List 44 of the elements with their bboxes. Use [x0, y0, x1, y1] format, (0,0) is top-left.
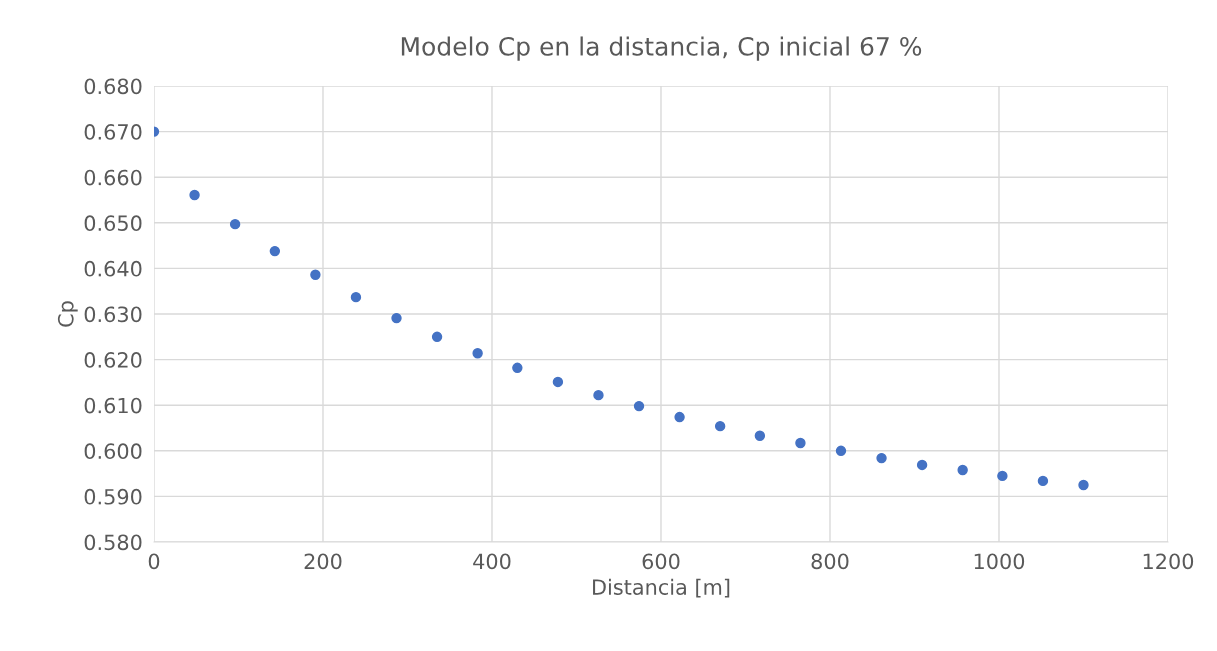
point	[997, 470, 1008, 482]
x-tick-label: 1000	[974, 553, 1025, 570]
y-tick-label: 0.620	[84, 352, 142, 368]
point	[229, 218, 241, 230]
y-tick-label: 0.580	[84, 534, 142, 551]
point	[916, 459, 928, 471]
point	[633, 400, 645, 412]
x-tick-label: 1200	[1143, 553, 1194, 570]
x-tick-label: 0	[148, 553, 160, 570]
y-tick-label: 0.600	[84, 443, 142, 460]
y-tick-label: 0.590	[84, 488, 142, 505]
chart-title: Modelo Cp en la distancia, Cp inicial 67 %	[401, 36, 922, 61]
point	[189, 189, 200, 201]
point	[552, 376, 564, 388]
point	[472, 348, 483, 359]
point	[431, 331, 443, 342]
x-tick-label: 800	[811, 553, 849, 570]
point	[876, 452, 887, 464]
point	[754, 430, 766, 441]
point	[512, 362, 523, 374]
point	[714, 420, 726, 432]
point	[391, 312, 402, 324]
point	[795, 437, 806, 449]
y-tick-label: 0.670	[84, 124, 142, 140]
point	[1037, 475, 1049, 487]
point	[350, 291, 362, 303]
point	[674, 411, 685, 423]
point	[1078, 479, 1089, 491]
point	[835, 445, 847, 456]
point	[957, 464, 968, 476]
point	[593, 389, 604, 401]
y-tick-label: 0.630	[84, 306, 142, 323]
point	[310, 269, 321, 280]
y-tick-label: 0.650	[84, 215, 142, 232]
y-tick-label: 0.610	[84, 397, 142, 414]
point	[269, 245, 281, 257]
x-tick-label: 600	[642, 553, 680, 570]
y-tick-label: 0.660	[84, 169, 142, 186]
y-axis-title: Cp	[57, 301, 78, 327]
y-tick-label: 0.680	[84, 78, 142, 95]
x-tick-label: 400	[473, 553, 511, 570]
y-tick-label: 0.640	[84, 260, 142, 277]
x-axis-title: Distancia [m]	[593, 578, 730, 598]
x-tick-label: 200	[304, 553, 342, 570]
